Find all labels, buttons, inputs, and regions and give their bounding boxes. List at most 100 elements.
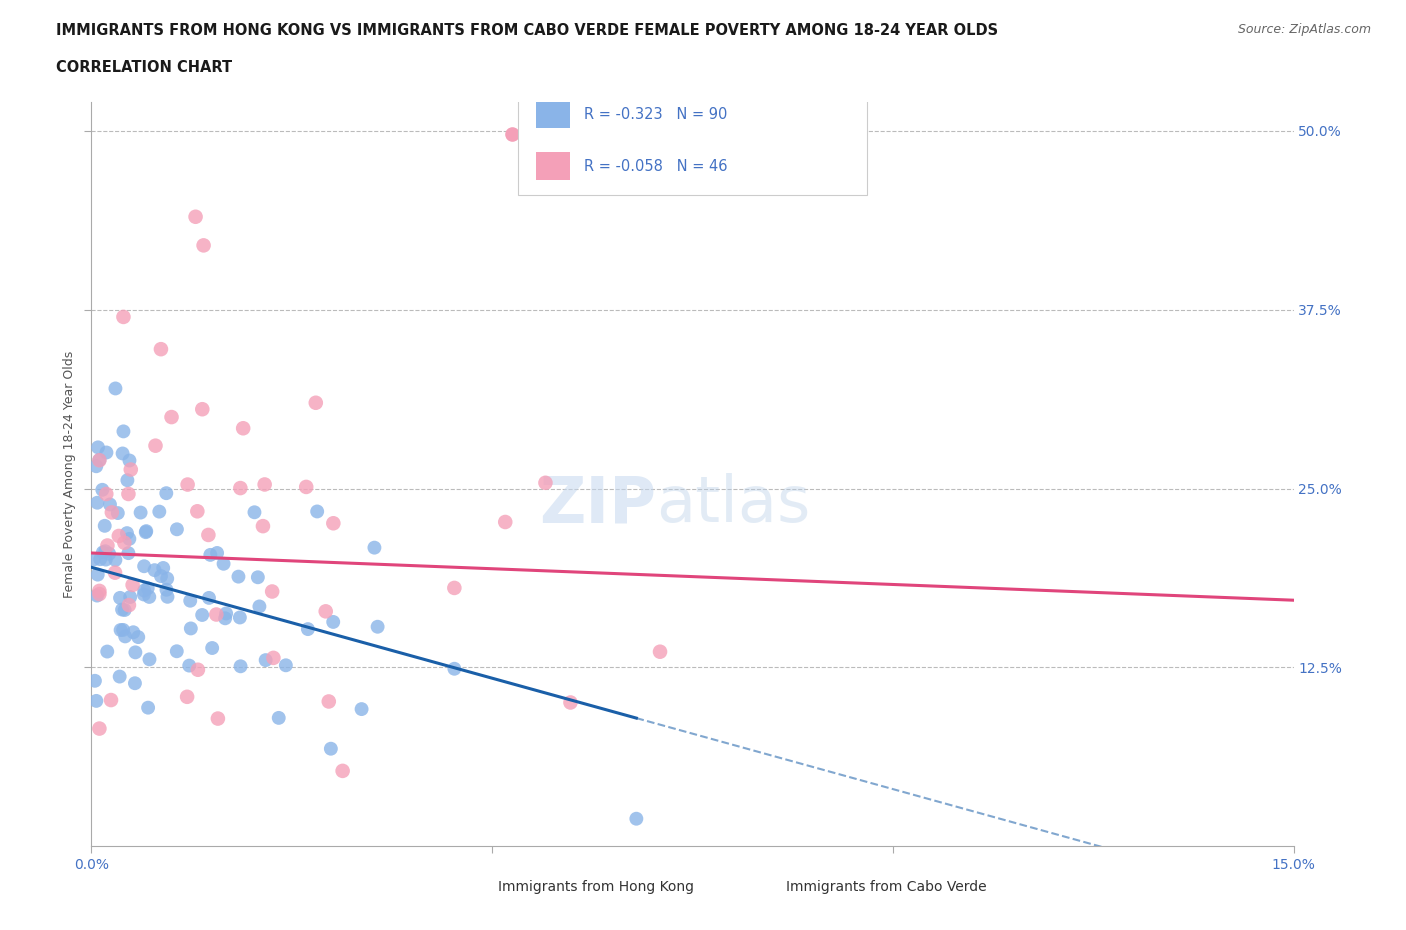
Point	[332, 764, 354, 778]
Point	[179, 593, 201, 608]
Point	[295, 480, 318, 495]
Point	[89, 551, 111, 566]
Text: R = -0.058   N = 46: R = -0.058 N = 46	[585, 159, 728, 174]
Point	[443, 661, 465, 676]
Text: R = -0.323   N = 90: R = -0.323 N = 90	[585, 107, 728, 122]
Text: Source: ZipAtlas.com: Source: ZipAtlas.com	[1237, 23, 1371, 36]
Point	[262, 584, 284, 599]
Point	[180, 621, 202, 636]
Point	[118, 531, 141, 546]
Point	[156, 571, 179, 586]
Point	[108, 669, 131, 684]
Point	[315, 604, 337, 618]
Point	[187, 662, 209, 677]
Point	[98, 546, 121, 561]
Point	[89, 587, 111, 602]
Point	[193, 238, 215, 253]
Point	[205, 546, 228, 561]
Point	[443, 580, 465, 595]
Point	[648, 644, 671, 659]
Bar	[728, 872, 775, 902]
Point	[91, 483, 114, 498]
Point	[363, 540, 385, 555]
Text: Immigrants from Hong Kong: Immigrants from Hong Kong	[498, 880, 693, 895]
Point	[104, 381, 127, 396]
Point	[91, 545, 114, 560]
Point	[267, 711, 290, 725]
Point	[86, 588, 108, 603]
Point	[96, 538, 118, 553]
Point	[229, 481, 252, 496]
Point	[179, 658, 201, 673]
Point	[214, 611, 236, 626]
Text: ZIP: ZIP	[540, 473, 657, 535]
Point	[228, 569, 250, 584]
Point	[560, 695, 582, 710]
Point	[149, 341, 172, 356]
Point	[186, 504, 208, 519]
Point	[191, 607, 214, 622]
Point	[160, 409, 183, 424]
Point	[274, 658, 297, 672]
Point	[108, 591, 131, 605]
Point	[253, 477, 276, 492]
Point	[118, 598, 141, 613]
Point	[138, 652, 160, 667]
Point	[307, 504, 329, 519]
Point	[155, 485, 177, 500]
Point	[129, 505, 152, 520]
Point	[108, 528, 131, 543]
Point	[155, 582, 177, 597]
Point	[197, 527, 219, 542]
Point	[117, 546, 139, 561]
Bar	[536, 100, 569, 128]
Point	[107, 506, 129, 521]
Point	[149, 568, 172, 583]
Point	[232, 420, 254, 435]
Point	[84, 458, 107, 473]
Point	[115, 525, 138, 540]
Point	[112, 536, 135, 551]
Point	[135, 524, 157, 538]
Point	[184, 209, 207, 224]
Point	[94, 552, 117, 567]
Point	[229, 658, 252, 673]
Point	[112, 424, 135, 439]
Point	[494, 514, 516, 529]
Point	[134, 583, 156, 598]
Point	[152, 561, 174, 576]
Point	[262, 650, 284, 665]
Point	[111, 446, 134, 461]
Point	[166, 522, 188, 537]
Point	[86, 496, 108, 511]
Point	[319, 741, 342, 756]
Point	[86, 694, 108, 709]
Bar	[440, 872, 485, 902]
Point	[89, 583, 111, 598]
Point	[104, 565, 127, 580]
Point	[96, 644, 118, 659]
Point	[318, 694, 340, 709]
Point	[94, 544, 117, 559]
Point	[114, 629, 136, 644]
Point	[176, 477, 198, 492]
Point	[101, 505, 124, 520]
Point	[626, 811, 648, 826]
Point	[246, 570, 269, 585]
Point	[132, 587, 155, 602]
Point	[96, 486, 118, 501]
Point	[84, 673, 107, 688]
Point	[176, 689, 198, 704]
Point	[243, 505, 266, 520]
Text: IMMIGRANTS FROM HONG KONG VS IMMIGRANTS FROM CABO VERDE FEMALE POVERTY AMONG 18-: IMMIGRANTS FROM HONG KONG VS IMMIGRANTS …	[56, 23, 998, 38]
Point	[252, 519, 274, 534]
FancyBboxPatch shape	[519, 84, 866, 195]
Point	[367, 619, 389, 634]
Point	[120, 590, 142, 604]
Point	[297, 621, 319, 636]
Point	[212, 556, 235, 571]
Point	[207, 711, 229, 726]
Text: atlas: atlas	[657, 473, 811, 535]
Point	[120, 462, 142, 477]
Point	[166, 644, 188, 658]
